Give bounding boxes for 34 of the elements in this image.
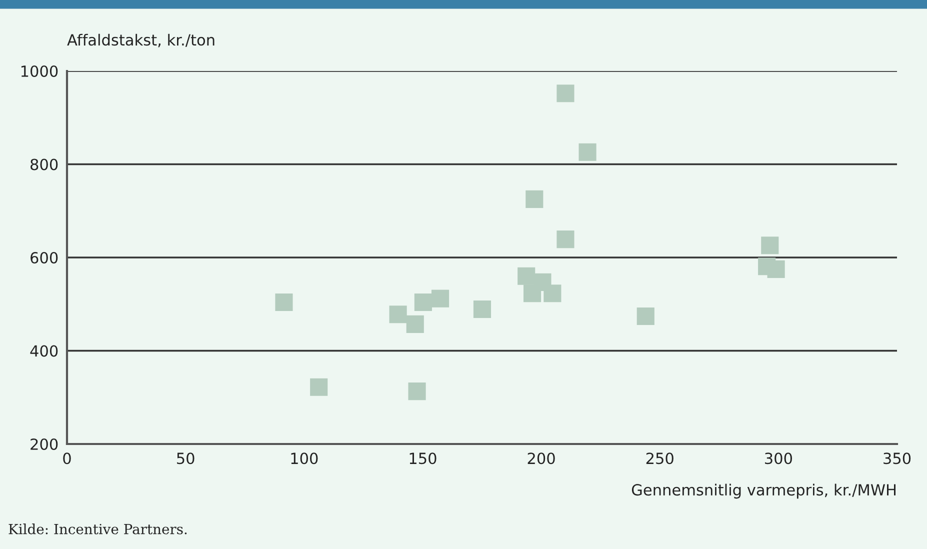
x-tick-label: 0 — [63, 452, 71, 464]
point — [636, 307, 654, 326]
x-tick-label: 300 — [765, 452, 792, 464]
point — [544, 284, 562, 302]
point — [526, 190, 544, 208]
point — [414, 293, 432, 312]
point — [473, 300, 492, 318]
text: Kilde: Incentive Partners. — [8, 524, 187, 534]
point — [310, 378, 328, 396]
x-tick-label: 50 — [177, 452, 194, 464]
x-tick-label: 350 — [884, 452, 911, 464]
x-tick-label: 150 — [410, 452, 436, 464]
y-tick-label: 200 — [30, 438, 58, 450]
x-axis-title: Gennemsnitlig varmepris, kr./MWH — [632, 484, 896, 499]
point — [523, 284, 542, 302]
y-axis-title: Affaldstakst, kr./ton — [67, 34, 214, 48]
point — [556, 84, 574, 102]
point — [431, 290, 450, 308]
y-tick-label: 1000 — [21, 65, 58, 78]
point — [275, 293, 293, 312]
point — [518, 267, 536, 285]
point — [578, 143, 596, 161]
point — [761, 236, 779, 254]
point — [408, 382, 426, 400]
point — [767, 260, 785, 278]
y-tick-label: 600 — [30, 252, 58, 264]
x-tick-label: 250 — [646, 452, 674, 464]
point — [389, 306, 407, 324]
y-tick-label: 800 — [30, 158, 58, 170]
point — [406, 315, 424, 333]
point — [556, 230, 574, 248]
x-tick-label: 200 — [528, 452, 555, 464]
x-tick-label: 100 — [291, 452, 318, 464]
y-tick-label: 400 — [30, 345, 58, 357]
